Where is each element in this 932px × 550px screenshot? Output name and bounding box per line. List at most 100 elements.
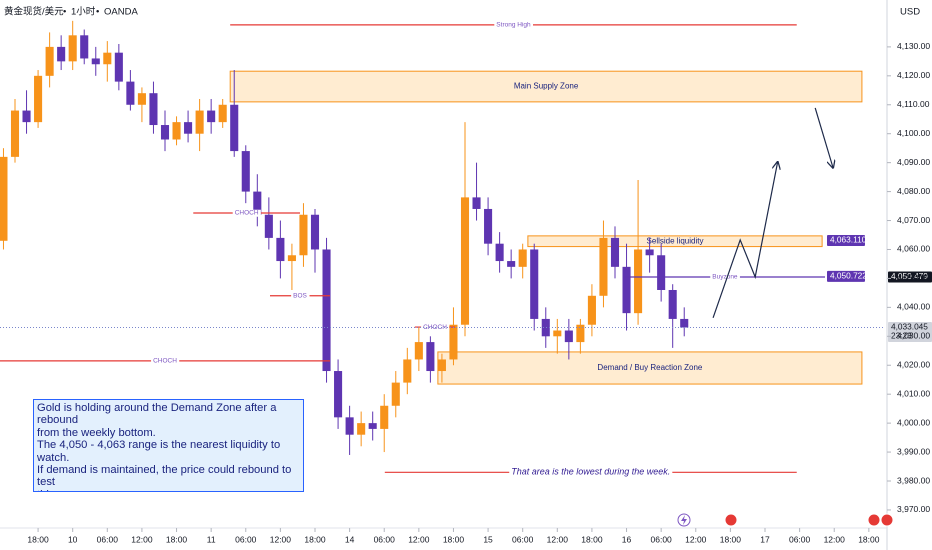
- flag-icon[interactable]: [724, 513, 738, 527]
- candle-body: [207, 110, 216, 123]
- price-label-box: [888, 321, 932, 342]
- candle-body: [634, 249, 643, 314]
- candle-body: [391, 382, 400, 406]
- analysis-note: Gold is holding around the Demand Zone a…: [33, 399, 304, 492]
- candle-body: [622, 266, 631, 314]
- candle-body: [218, 104, 227, 123]
- price-label: 4,033.045: [891, 322, 928, 332]
- candle-body: [195, 110, 204, 134]
- x-tick-label: 15: [483, 534, 493, 544]
- flag-icon[interactable]: [867, 513, 881, 527]
- y-tick-label: 4,090.00: [897, 157, 930, 167]
- level-label-bg: [710, 273, 740, 281]
- interval: 1小时: [71, 6, 96, 18]
- x-tick-label: 10: [68, 534, 78, 544]
- level-label-bg: [151, 357, 180, 365]
- x-tick-label: 06:00: [235, 534, 257, 544]
- x-tick-label: 12:00: [131, 534, 153, 544]
- projection-path: [712, 162, 778, 318]
- candle-body: [530, 249, 539, 319]
- x-tick-label: 12:00: [685, 534, 707, 544]
- zone: [437, 351, 863, 385]
- candle-body: [507, 261, 516, 267]
- flag-icon[interactable]: [880, 513, 894, 527]
- axis-layer: 3,970.00 3,980.00 3,990.00 4,000.00 4,010.00…: [27, 41, 930, 544]
- level-label: Strong High: [496, 22, 531, 29]
- candle-body: [241, 151, 250, 192]
- x-tick-label: 06:00: [374, 534, 396, 544]
- zone-label: Main Supply Zone: [514, 82, 579, 91]
- y-tick-label: 4,040.00: [897, 302, 930, 312]
- note-line: The 4,050 - 4,063 range is the nearest l…: [37, 439, 281, 464]
- separator: •: [96, 7, 99, 18]
- candle-body: [541, 318, 550, 337]
- price-label-box: [827, 270, 865, 282]
- candle-body: [160, 125, 170, 140]
- candle-body: [276, 237, 285, 262]
- candle-body: [287, 255, 296, 262]
- y-tick-label: 4,000.00: [897, 417, 930, 427]
- y-tick-label: 4,080.00: [897, 186, 930, 196]
- price-countdown: 23:23: [891, 331, 912, 341]
- candle-body: [114, 52, 123, 82]
- candle-body: [645, 249, 654, 256]
- candle-body: [264, 214, 273, 238]
- level-label: That area is the lowest during the week.: [511, 467, 670, 477]
- level-label-bg: [509, 466, 673, 477]
- y-tick-label: 4,110.00: [897, 99, 930, 109]
- x-tick-label: 18:00: [166, 534, 188, 544]
- y-tick-label: 4,070.00: [897, 215, 930, 225]
- currency: USD: [900, 7, 920, 18]
- candle-body: [80, 35, 89, 59]
- candle-body: [553, 330, 562, 337]
- candle-body: [668, 289, 677, 319]
- candle-body: [34, 75, 43, 123]
- candle-body: [57, 46, 66, 62]
- y-tick-label: 4,120.00: [897, 70, 930, 80]
- candle-body: [310, 214, 320, 250]
- candle-body: [449, 324, 458, 360]
- projection-path: [814, 107, 833, 168]
- candle-body: [184, 122, 193, 134]
- zone: [527, 235, 823, 248]
- candle-body: [437, 359, 446, 372]
- candle-body: [126, 81, 135, 105]
- candle-body: [137, 93, 146, 105]
- price-label: 4,050.722: [830, 271, 867, 281]
- candle-body: [587, 295, 596, 325]
- x-tick-label: 16: [622, 534, 632, 544]
- candle-body: [253, 191, 262, 215]
- candle-body: [22, 110, 31, 123]
- candle-body: [45, 46, 54, 76]
- candle-body: [484, 208, 493, 244]
- y-tick-label: 4,050.00: [897, 273, 930, 283]
- source: OANDA: [104, 7, 138, 18]
- candle-body: [345, 417, 354, 435]
- x-tick-label: 17: [760, 534, 770, 544]
- price-label-box: [827, 234, 865, 246]
- y-tick-label: 3,990.00: [897, 446, 930, 456]
- separator: •: [63, 7, 66, 18]
- note-line: from the weekly bottom.: [37, 426, 156, 439]
- event-icon-bolt: [681, 515, 687, 525]
- x-tick-label: 14: [345, 534, 355, 544]
- candles-layer: [0, 20, 689, 455]
- y-tick-label: 4,060.00: [897, 244, 930, 254]
- candle-body: [91, 58, 100, 65]
- note-line: Gold is holding around the Demand Zone a…: [37, 402, 277, 427]
- level-label: BOS: [293, 293, 307, 300]
- level-label-bg: [291, 292, 310, 300]
- zone-label: Sellside liquidity: [647, 236, 704, 245]
- x-tick-label: 12:00: [270, 534, 292, 544]
- candle-body: [599, 237, 608, 296]
- zones-layer: Main Supply Zone Sellside liquidity Demand…: [229, 70, 863, 385]
- symbol: 黄金现货/美元: [4, 6, 64, 18]
- note-line: If demand is maintained, the price could…: [37, 464, 292, 489]
- x-tick-label: 18:00: [720, 534, 742, 544]
- candle-body: [103, 52, 112, 65]
- candle-body: [149, 93, 158, 126]
- candle-body: [368, 423, 377, 429]
